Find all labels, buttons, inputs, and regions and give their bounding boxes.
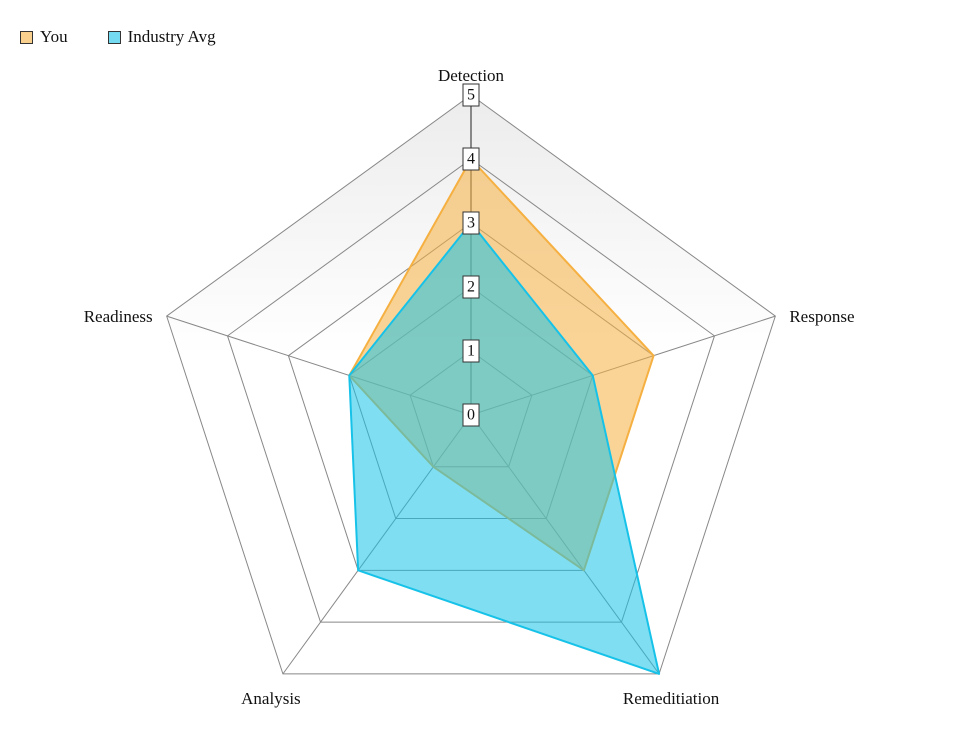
- grid-ring: [226, 158, 716, 623]
- grid-ring: [166, 94, 776, 675]
- legend-label-you: You: [40, 27, 68, 46]
- series-area-industry-avg[interactable]: [348, 222, 661, 675]
- axis-label-readiness: Readiness: [84, 307, 153, 326]
- legend-item-you[interactable]: You: [20, 27, 68, 47]
- svg-text:3: 3: [467, 215, 475, 232]
- svg-text:4: 4: [467, 151, 475, 168]
- legend-swatch-industry-avg: [107, 30, 121, 44]
- tick-label-2: 2: [462, 275, 480, 299]
- svg-text:5: 5: [467, 87, 475, 104]
- legend: You Industry Avg: [20, 27, 216, 47]
- axis-label-analysis: Analysis: [241, 689, 301, 708]
- svg-text:2: 2: [467, 279, 475, 296]
- tick-label-0: 0: [462, 403, 480, 427]
- svg-text:1: 1: [467, 343, 475, 360]
- tick-label-3: 3: [462, 211, 480, 235]
- svg-text:0: 0: [467, 407, 475, 424]
- axis-label-remeditiation: Remeditiation: [623, 689, 720, 708]
- tick-label-4: 4: [462, 147, 480, 171]
- legend-label-industry-avg: Industry Avg: [127, 27, 216, 46]
- legend-item-industry-avg[interactable]: Industry Avg: [107, 27, 216, 47]
- axis-label-detection: Detection: [438, 66, 505, 85]
- tick-label-5: 5: [462, 83, 480, 107]
- legend-swatch-you: [20, 30, 33, 44]
- tick-label-1: 1: [462, 339, 480, 363]
- axis-label-response: Response: [789, 307, 854, 326]
